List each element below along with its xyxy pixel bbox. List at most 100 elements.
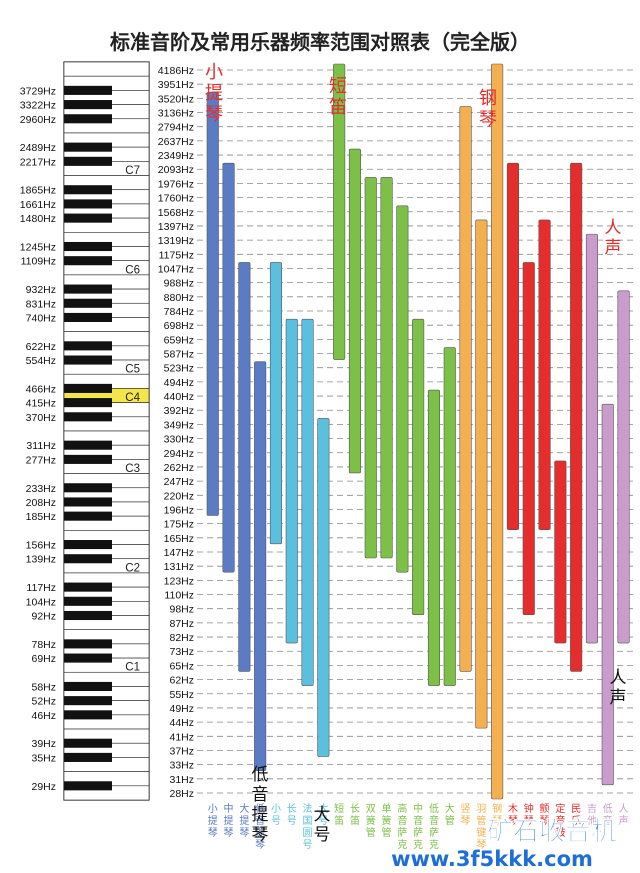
frequency-label: 440Hz [164, 391, 194, 403]
instrument-name-char: 萨 [397, 827, 407, 839]
instrument-name-char: 簧 [382, 814, 392, 827]
black-key-frequency: 39Hz [31, 738, 56, 750]
frequency-label: 2637Hz [158, 136, 194, 148]
frequency-label: 82Hz [169, 632, 194, 644]
black-key-frequency: 29Hz [31, 781, 56, 793]
instrument-name-char: 民 [571, 803, 581, 815]
instrument-name-char: 号 [287, 815, 297, 827]
instrument-bar-22 [554, 460, 567, 644]
black-key-frequency: 370Hz [26, 412, 56, 424]
piano-black-key [64, 341, 112, 351]
instrument-bar-6 [301, 318, 314, 686]
octave-label: C4 [125, 392, 140, 404]
instrument-name-char: 管 [476, 814, 486, 827]
octave-label: C1 [125, 662, 140, 674]
piano-black-key [64, 781, 112, 791]
black-key-frequency: 3322Hz [20, 100, 56, 112]
annotation-piccolo: 笛 [329, 97, 347, 118]
instrument-name-char: 克 [429, 839, 439, 851]
piano-black-key [64, 114, 112, 124]
instrument-name-char: 他 [587, 814, 597, 827]
black-key-frequency: 58Hz [31, 681, 56, 693]
instrument-name-char: 号 [271, 815, 281, 827]
octave-label: C3 [125, 463, 140, 475]
instrument-name-char: 管 [366, 826, 376, 839]
instrument-name-char: 低 [603, 802, 613, 815]
black-key-frequency: 311Hz [26, 440, 56, 452]
black-key-frequency: 52Hz [31, 696, 56, 708]
piano-black-key [64, 696, 112, 706]
instrument-name-char: 音 [603, 814, 613, 827]
instrument-bar-23 [570, 162, 583, 672]
instrument-bar-16 [459, 106, 472, 672]
instrument-name-char: 乐 [571, 815, 581, 827]
black-key-frequency: 466Hz [26, 383, 56, 395]
instrument-name-char: 琴 [239, 827, 249, 839]
instrument-bar-12 [396, 205, 409, 573]
instrument-name-char: 双 [366, 803, 376, 815]
frequency-label: 3520Hz [158, 93, 194, 105]
octave-label: C2 [125, 562, 140, 574]
instrument-name-char: 短 [334, 802, 344, 815]
annotation-piano: 钢 [479, 88, 497, 109]
frequency-label: 1047Hz [158, 263, 194, 275]
instrument-name-char: 定 [555, 802, 565, 815]
instrument-name-char: 音 [555, 814, 565, 827]
piano-black-key [64, 312, 112, 323]
instrument-bar-26 [617, 290, 630, 644]
instrument-bar-11 [380, 177, 393, 559]
frequency-label: 1397Hz [158, 221, 194, 233]
annotation-violin: 提 [205, 83, 223, 104]
instrument-name-char: 管 [445, 814, 455, 827]
piano-black-key [64, 497, 112, 507]
frequency-label: 31Hz [169, 774, 194, 786]
frequency-label: 2093Hz [158, 164, 194, 176]
frequency-label: 1976Hz [158, 178, 194, 190]
piano-black-key [64, 752, 112, 762]
frequency-label: 3136Hz [158, 108, 194, 120]
piano-black-key [64, 85, 112, 95]
instrument-name-char: 号 [303, 839, 313, 851]
instrument-name-char: 提 [224, 815, 234, 827]
frequency-label: 1319Hz [158, 235, 194, 247]
frequency-label: 65Hz [169, 660, 194, 672]
instrument-name-char: 笛 [350, 814, 360, 827]
instrument-bar-14 [427, 389, 441, 686]
piano-black-key [64, 511, 112, 521]
instrument-name-char: 人 [619, 803, 629, 815]
instrument-name-char: 管 [382, 826, 392, 839]
frequency-label: 37Hz [169, 745, 194, 757]
piano-black-key [64, 412, 112, 422]
black-key-frequency: 69Hz [31, 653, 56, 665]
annotation-double-bass: 提 [252, 805, 269, 825]
frequency-label: 392Hz [164, 405, 194, 417]
annotation-piano: 琴 [479, 109, 497, 130]
instrument-name-char: 克 [397, 839, 407, 851]
instrument-name-char: 钢 [492, 802, 502, 815]
frequency-label: 698Hz [164, 320, 194, 332]
instrument-name-char: 键 [476, 826, 486, 839]
piano-black-key [64, 355, 112, 365]
piano-black-key [64, 483, 112, 493]
annotation-voice: 声 [605, 238, 622, 258]
instrument-bar-19 [506, 162, 520, 530]
black-key-frequency: 2960Hz [20, 114, 56, 126]
piano-black-key [64, 298, 112, 308]
piano-white-key [63, 61, 150, 77]
instrument-name-char: 提 [239, 815, 249, 827]
annotation-tuba: 号 [314, 825, 331, 845]
instrument-name-char: 琴 [461, 815, 471, 827]
black-key-frequency: 117Hz [26, 582, 56, 594]
black-key-frequency: 932Hz [26, 284, 56, 296]
instrument-name-char: 鼓 [555, 826, 565, 839]
instrument-name-char: 木 [508, 803, 518, 815]
instrument-name-char: 钟 [524, 802, 534, 815]
instrument-name-char: 低 [429, 802, 439, 815]
black-key-frequency: 831Hz [26, 298, 56, 310]
instrument-name-char: 簧 [366, 814, 376, 827]
instrument-bar-0 [206, 92, 219, 516]
instrument-name-char: 小 [271, 803, 281, 815]
instrument-bar-17 [475, 219, 488, 729]
piano-black-key [64, 398, 112, 408]
frequency-label: 175Hz [164, 519, 194, 531]
